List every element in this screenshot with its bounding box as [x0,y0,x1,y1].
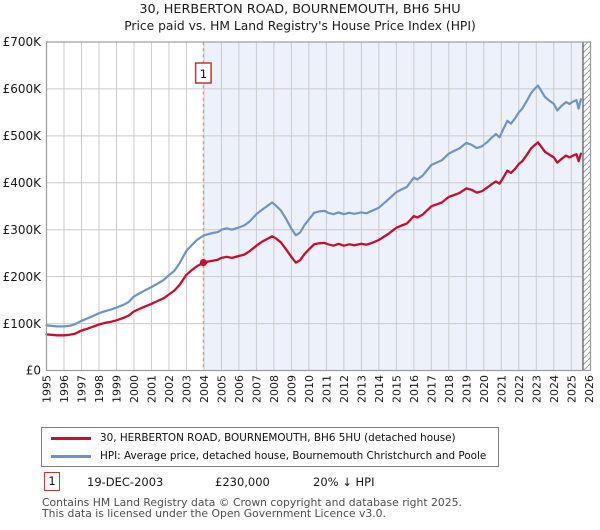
x-axis-label: 2006 [233,375,246,403]
x-axis-label: 1997 [76,375,89,403]
legend-label-hpi: HPI: Average price, detached house, Bour… [100,450,487,462]
x-axis-label: 2014 [373,375,386,403]
x-axis-label: 2007 [251,375,264,403]
x-axis-label: 2024 [548,375,561,403]
x-axis-label: 2010 [303,375,316,403]
x-axis-label: 2015 [391,375,404,403]
hpi-line [45,84,583,328]
x-axis-label: 2020 [478,375,491,403]
price-paid-line-swatch [51,436,91,440]
y-axis-label: £500K [3,129,43,143]
y-axis-label: £100K [3,317,43,331]
legend-item-hpi: HPI: Average price, detached house, Bour… [42,449,498,464]
x-axis-label: 2013 [356,375,369,403]
x-axis-label: 2005 [216,375,229,403]
x-axis-label: 2004 [198,375,211,403]
footer-copyright: Contains HM Land Registry data © Crown c… [42,496,462,509]
sale-price: £230,000 [215,475,270,489]
x-axis-label: 2008 [268,375,281,403]
x-axis-label: 2026 [583,375,596,403]
chart-layers: 1 £0 £100K £200K £300K £400K £500K £600K £700K 19… [3,35,596,403]
x-axis-label: 2011 [321,375,334,403]
future-region-hatch [582,42,591,371]
sale-annotation-label: 1 [200,67,207,81]
y-axis-label: £400K [3,176,43,190]
price-paid-line [45,141,583,337]
sale-annotation-box [194,62,212,84]
x-axis-label: 2022 [513,375,526,403]
plot-frame [45,41,592,372]
y-axis-label: £700K [3,35,43,49]
sale-marker-dot [199,258,208,267]
x-axis-label: 1999 [111,375,124,403]
x-axis-label: 1995 [41,375,54,403]
legend-item-price-paid: 30, HERBERTON ROAD, BOURNEMOUTH, BH6 5HU… [42,431,498,446]
x-axis-label: 2016 [408,375,421,403]
x-axis-label: 2017 [426,375,439,403]
x-axis-label: 1996 [58,375,71,403]
hpi-line-swatch [51,454,91,458]
x-axis-label: 2019 [461,375,474,403]
x-axis-label: 2003 [181,375,194,403]
x-axis-label: 1998 [93,375,106,403]
chart-legend: 30, HERBERTON ROAD, BOURNEMOUTH, BH6 5HU… [41,427,499,467]
footer-licence: This data is licensed under the Open Gov… [42,507,386,520]
price-chart: 1 £0 £100K £200K £300K £400K £500K £600K £700K 19… [3,35,596,403]
x-axis-label: 2025 [565,375,578,403]
x-axis-label: 2000 [128,375,141,403]
x-axis-label: 2012 [338,375,351,403]
sale-number-badge: 1 [44,472,60,491]
chart-title: 30, HERBERTON ROAD, BOURNEMOUTH, BH6 5HU [139,2,461,17]
y-axis-label: £600K [3,82,43,96]
y-axis-label: £200K [3,270,43,284]
x-axis-label: 2023 [530,375,543,403]
sale-date: 19-DEC-2003 [87,475,164,489]
chart-subtitle: Price paid vs. HM Land Registry's House … [124,19,476,33]
x-axis-label: 2021 [495,375,508,403]
y-axis-label: £300K [3,223,43,237]
x-axis-label: 2001 [146,375,159,403]
sale-vs-hpi: 20% ↓ HPI [313,475,375,489]
x-axis-label: 2002 [163,375,176,403]
ownership-shaded-region [203,42,583,371]
y-axis-label: £0 [26,364,41,378]
legend-label-price-paid: 30, HERBERTON ROAD, BOURNEMOUTH, BH6 5HU… [100,432,456,444]
x-axis-label: 2009 [286,375,299,403]
x-axis-label: 2018 [443,375,456,403]
